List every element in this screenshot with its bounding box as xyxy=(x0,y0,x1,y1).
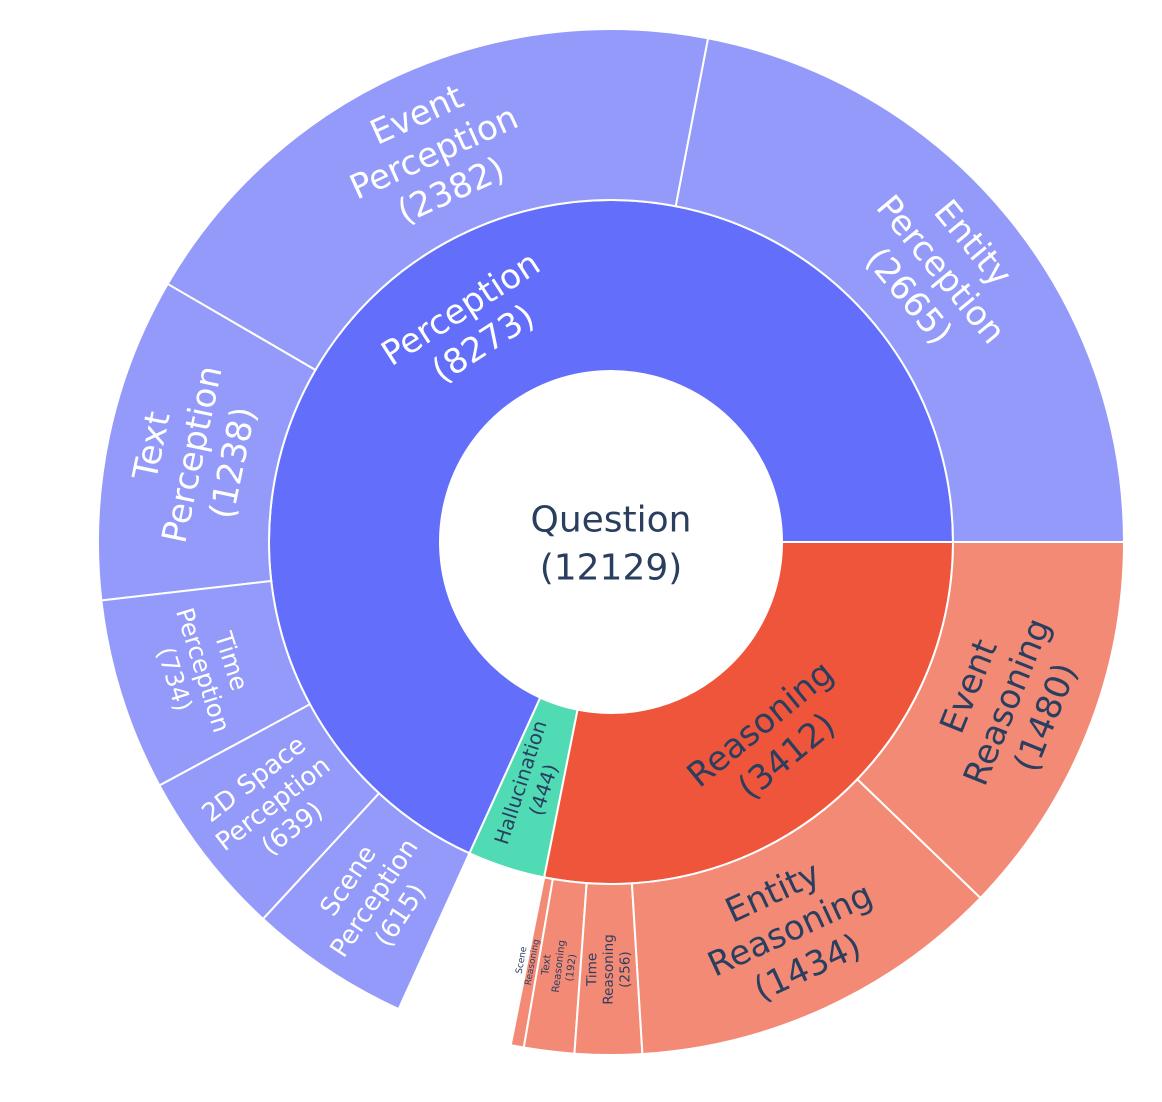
root-label: Question xyxy=(530,500,691,541)
segment-text-reasoning-label-line: (192) xyxy=(565,954,579,983)
root-circle xyxy=(440,371,782,713)
segment-time-reasoning-label-line: Time xyxy=(584,953,600,987)
inner-ring: Perception(8273)Hallucination(444) Reason… xyxy=(268,199,955,885)
outer-ring: EntityPerception(2665)EventPerception(23… xyxy=(97,28,1126,1056)
segment-scene-perception xyxy=(261,791,471,1011)
segment-time-reasoning-label: Time Reasoning (256) xyxy=(584,934,633,1005)
segment-text-reasoning-label-line: Text xyxy=(540,954,554,977)
root-node: Question (12129) xyxy=(440,371,782,713)
segment-entity-perception xyxy=(674,37,1126,543)
segment-time-reasoning-label-line: Reasoning xyxy=(601,934,617,1005)
segment-event-perception xyxy=(166,28,710,372)
segment-event-reasoning xyxy=(855,541,1126,900)
segment-scene-reasoning-label-line: Scene xyxy=(515,945,530,974)
segment-time-reasoning-label-line: (256) xyxy=(617,951,633,988)
root-value: (12129) xyxy=(540,548,683,589)
